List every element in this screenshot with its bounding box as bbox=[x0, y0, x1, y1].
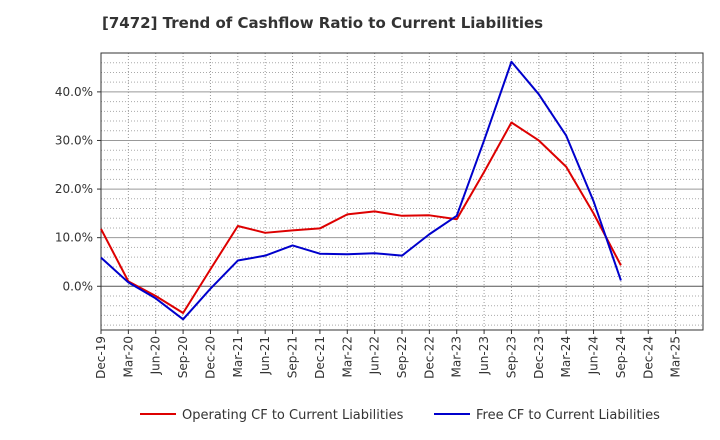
x-tick-label: Sep-20 bbox=[176, 336, 190, 378]
legend-label: Free CF to Current Liabilities bbox=[476, 408, 660, 423]
axes: 0.0% 10.0% 20.0% 30.0% 40.0% Dec-19 Mar-20 Jun-… bbox=[55, 52, 704, 379]
x-tick-label: Mar-22 bbox=[340, 336, 354, 377]
x-tick-label: Mar-20 bbox=[121, 336, 135, 377]
series-lines bbox=[100, 60, 622, 321]
x-tick-label: Dec-19 bbox=[94, 336, 108, 379]
x-tick-label: Mar-25 bbox=[669, 336, 683, 377]
x-tick-label: Sep-23 bbox=[504, 336, 518, 378]
y-tick-label: 30.0% bbox=[55, 133, 93, 147]
series-line-operating-cf bbox=[100, 121, 622, 314]
legend-label: Operating CF to Current Liabilities bbox=[182, 408, 404, 423]
x-tick-label: Sep-22 bbox=[395, 336, 409, 378]
chart-title: [7472] Trend of Cashflow Ratio to Curren… bbox=[102, 14, 544, 32]
x-tick-label: Jun-20 bbox=[149, 336, 163, 375]
x-tick-label: Dec-22 bbox=[422, 336, 436, 379]
x-tick-label: Sep-21 bbox=[286, 336, 300, 378]
grid bbox=[101, 52, 704, 330]
x-tick-label: Jun-24 bbox=[587, 336, 601, 375]
x-tick-label: Mar-24 bbox=[559, 336, 573, 377]
y-tick-label: 20.0% bbox=[55, 182, 93, 196]
y-tick-label: 0.0% bbox=[63, 279, 94, 293]
y-tick-label: 40.0% bbox=[55, 85, 93, 99]
series-line-free-cf bbox=[100, 60, 622, 321]
x-tick-label: Mar-23 bbox=[450, 336, 464, 377]
x-tick-label: Dec-20 bbox=[203, 336, 217, 379]
x-tick-label: Dec-23 bbox=[532, 336, 546, 379]
x-tick-label: Sep-24 bbox=[614, 336, 628, 378]
x-tick-label: Mar-21 bbox=[231, 336, 245, 377]
x-tick-label: Jun-21 bbox=[258, 336, 272, 375]
x-tick-label: Dec-21 bbox=[313, 336, 327, 379]
x-tick-label: Jun-23 bbox=[477, 336, 491, 375]
legend: Operating CF to Current Liabilities Free … bbox=[140, 408, 660, 423]
x-tick-label: Dec-24 bbox=[641, 336, 655, 379]
y-tick-label: 10.0% bbox=[55, 231, 93, 245]
x-tick-label: Jun-22 bbox=[368, 336, 382, 375]
